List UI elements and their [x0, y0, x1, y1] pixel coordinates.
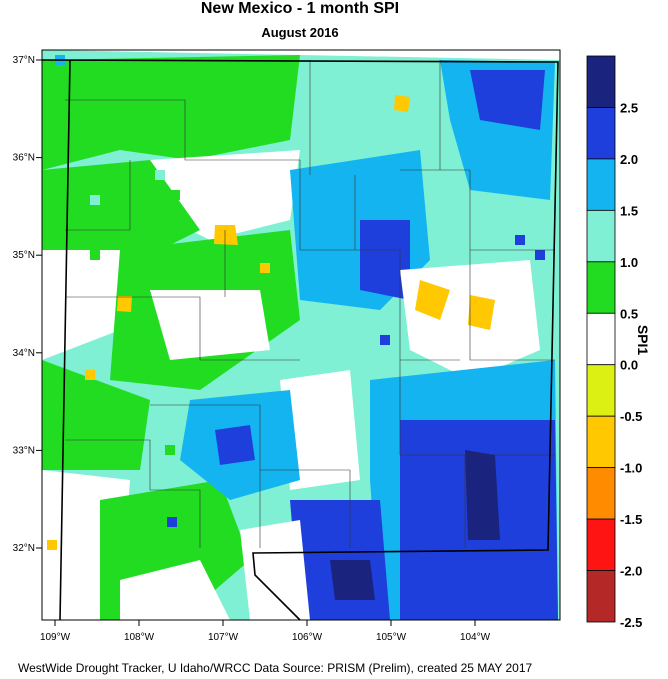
spi-region	[42, 360, 150, 470]
spi-region	[215, 425, 255, 465]
spi-field	[42, 50, 560, 620]
spi-region	[394, 95, 410, 112]
spi-cell	[47, 540, 57, 550]
spi-region	[214, 225, 238, 245]
spi-cell	[90, 250, 100, 260]
colorbar-swatch	[586, 261, 616, 314]
colorbar: 2.5 2.0 1.5 1.0 0.5 0.0 -0.5 -1.0 -1.5 -2.0 -2.5	[586, 55, 642, 630]
spi-cell	[380, 335, 390, 345]
longitude-label: 109°W	[40, 632, 71, 643]
spi-region	[120, 560, 230, 620]
spi-cell	[535, 250, 545, 260]
colorbar-label: 2.5	[620, 100, 638, 115]
spi-region	[470, 70, 545, 130]
colorbar-swatch	[586, 364, 616, 417]
colorbar-label: -1.0	[620, 461, 642, 476]
colorbar-label: -0.5	[620, 409, 642, 424]
spi-region	[240, 520, 310, 620]
colorbar-swatch	[586, 158, 616, 211]
spi-region	[42, 55, 300, 170]
spi-cell	[325, 445, 335, 455]
colorbar-label: 0.5	[620, 306, 638, 321]
latitude-label: 34°N	[13, 348, 35, 359]
spi-cell	[165, 445, 175, 455]
latitude-axis: 37°N 36°N 35°N 34°N 33°N 32°N	[13, 55, 42, 554]
colorbar-swatch	[586, 107, 616, 160]
spi-cell	[515, 235, 525, 245]
state-boundary	[41, 59, 559, 621]
longitude-axis: 109°W 108°W 107°W 106°W 105°W 104°W	[40, 620, 491, 643]
longitude-label: 108°W	[124, 632, 155, 643]
latitude-label: 32°N	[13, 543, 35, 554]
spi-cell	[167, 517, 177, 527]
plot-frame	[41, 49, 561, 621]
colorbar-swatch	[586, 570, 616, 623]
map-footer: WestWide Drought Tracker, U Idaho/WRCC D…	[18, 661, 533, 675]
longitude-label: 106°W	[292, 632, 323, 643]
latitude-label: 33°N	[13, 445, 35, 456]
colorbar-label: -2.0	[620, 564, 642, 579]
colorbar-label: 1.5	[620, 203, 638, 218]
spi-region	[465, 450, 500, 540]
colorbar-label: 0.0	[620, 358, 638, 373]
colorbar-swatch	[586, 518, 616, 571]
colorbar-label: 1.0	[620, 255, 638, 270]
longitude-label: 107°W	[208, 632, 239, 643]
colorbar-label: -1.5	[620, 512, 642, 527]
spi-region	[360, 220, 410, 300]
spi-region	[150, 290, 270, 360]
spi-region	[117, 296, 132, 312]
spi-cell	[155, 170, 165, 180]
colorbar-swatch	[586, 55, 616, 108]
colorbar-title: SPI1	[635, 325, 651, 356]
spi-cell	[320, 425, 330, 435]
latitude-label: 37°N	[13, 55, 35, 66]
latitude-label: 35°N	[13, 250, 35, 261]
colorbar-swatch	[586, 312, 616, 366]
colorbar-swatch	[586, 467, 616, 520]
spi-region	[468, 295, 495, 330]
spi-cell	[170, 190, 180, 200]
county-boundaries	[65, 60, 555, 548]
spi-cell	[80, 230, 90, 240]
colorbar-label: -2.5	[620, 615, 642, 630]
spi-cell	[90, 195, 100, 205]
colorbar-swatch	[586, 415, 616, 469]
longitude-label: 104°W	[460, 632, 491, 643]
map-title: New Mexico - 1 month SPI	[200, 0, 400, 17]
longitude-label: 105°W	[376, 632, 407, 643]
latitude-label: 36°N	[13, 153, 35, 164]
spi-cell	[260, 263, 270, 273]
map-subtitle: August 2016	[261, 25, 339, 40]
colorbar-swatch	[586, 209, 616, 263]
spi-region	[330, 560, 375, 600]
spi-cell	[85, 370, 95, 380]
spi-region	[415, 280, 450, 320]
colorbar-label: 2.0	[620, 152, 638, 167]
